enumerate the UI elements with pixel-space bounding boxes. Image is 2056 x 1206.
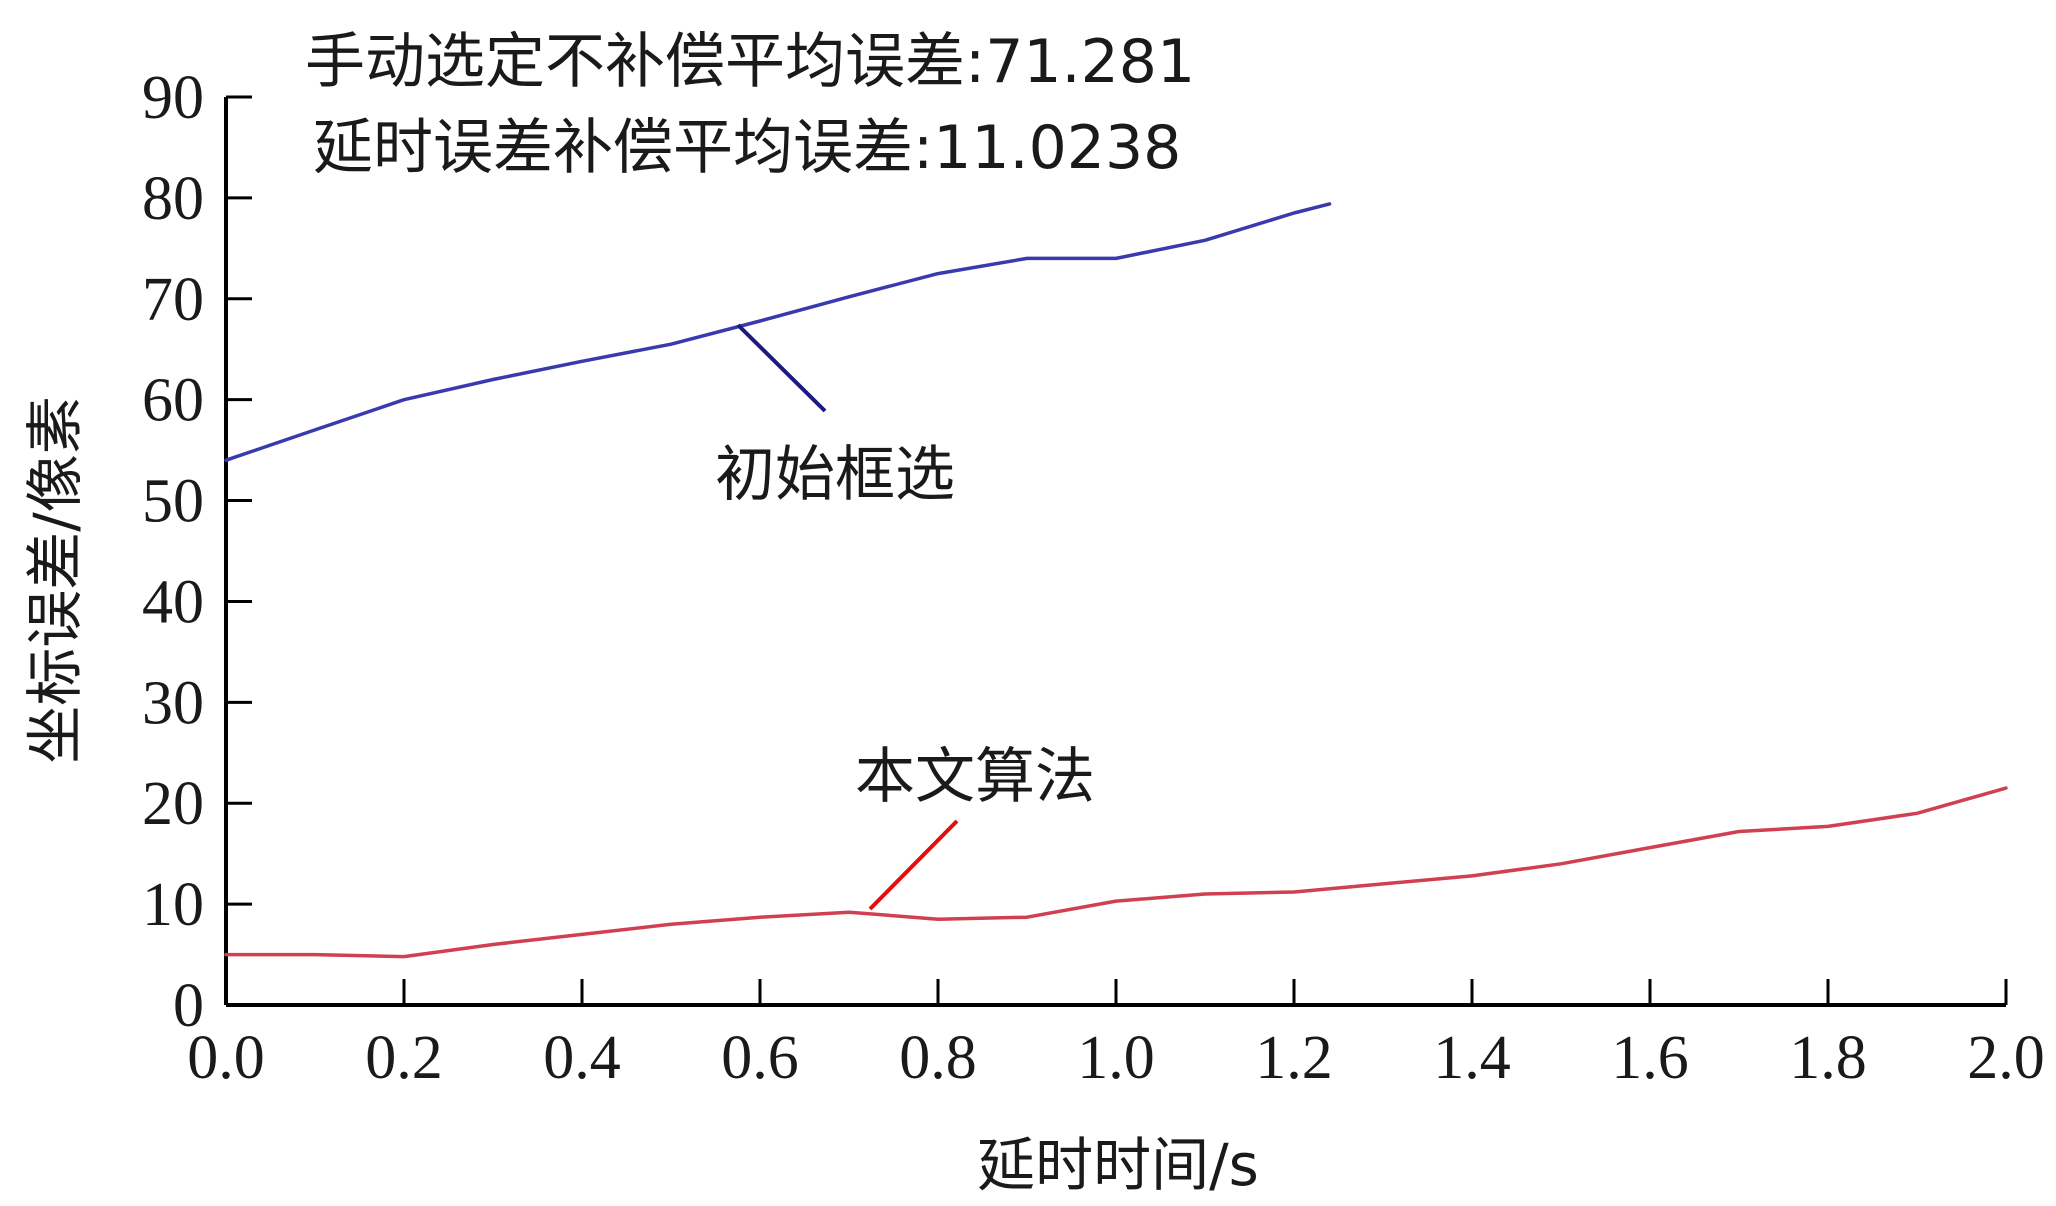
y-tick-label: 10 [142,871,204,939]
x-axis-ticks: 0.0 0.2 0.4 0.6 0.8 1.0 1.2 1.4 1.6 1.8 2.0 [187,979,2045,1092]
x-axis-title: 延时时间/s [977,1131,1259,1199]
y-axis-title: 坐标误差/像素 [21,396,89,764]
series-label-our-algorithm: 本文算法 [855,742,1095,812]
x-tick-label: 0.6 [721,1024,799,1092]
y-tick-label: 40 [142,568,204,636]
x-tick-label: 1.0 [1077,1024,1155,1092]
series-line-our-algorithm [224,786,2008,959]
y-tick-label: 70 [142,266,204,334]
y-tick-label: 60 [142,367,204,435]
leader-line-our-algorithm [868,819,959,911]
y-tick-label: 20 [142,770,204,838]
x-tick-label: 1.8 [1789,1024,1867,1092]
y-tick-label: 0 [173,972,204,1040]
y-tick-label: 50 [142,468,204,536]
y-tick-label: 80 [142,165,204,233]
x-tick-label: 0.8 [899,1024,977,1092]
x-tick-label: 0.2 [365,1024,443,1092]
x-tick-label: 1.2 [1255,1024,1333,1092]
series-label-initial-selection: 初始框选 [715,440,955,510]
series-group [224,202,2008,959]
leader-line-initial-selection [736,323,827,413]
x-tick-label: 0.0 [187,1024,265,1092]
annotation-manual-error: 手动选定不补偿平均误差:71.281 [305,27,1195,97]
plot-area [224,97,2006,1007]
x-tick-label: 0.4 [543,1024,621,1092]
x-tick-label: 2.0 [1967,1024,2045,1092]
series-line-initial-selection [224,202,1332,462]
annotation-compensated-error: 延时误差补偿平均误差:11.0238 [313,113,1181,183]
y-tick-label: 90 [142,64,204,132]
y-axis-ticks: 0 10 20 30 40 50 60 70 80 90 [142,64,252,1040]
x-tick-label: 1.6 [1611,1024,1689,1092]
x-tick-label: 1.4 [1433,1024,1511,1092]
y-tick-label: 30 [142,669,204,737]
